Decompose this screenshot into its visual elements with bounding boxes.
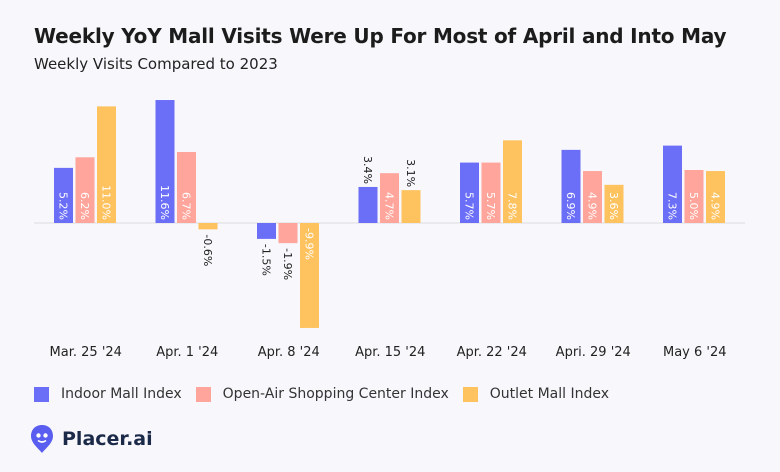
x-tick-label-4: Apr. 22 '24	[457, 345, 527, 360]
placer-pin-icon	[31, 425, 53, 453]
brand-name: Placer.ai	[62, 428, 153, 450]
bar-1-6	[684, 170, 704, 223]
bar-1-0	[75, 157, 95, 223]
data-label-2-3: 3.1%	[404, 159, 417, 187]
data-label-0-1: 11.6%	[158, 185, 171, 220]
legend-item-indoor: Indoor Mall Index	[34, 386, 182, 402]
legend-item-outlet: Outlet Mall Index	[462, 386, 610, 402]
bar-0-0	[54, 167, 73, 223]
data-label-0-6: 7.3%	[666, 192, 679, 220]
bar-2-4	[503, 140, 522, 223]
brand-logo: Placer.ai	[30, 424, 153, 454]
bar-0-3	[358, 186, 378, 223]
bar-1-5	[583, 171, 602, 223]
data-label-2-5: 3.6%	[607, 192, 620, 220]
data-label-1-2: -1.9%	[281, 248, 294, 280]
bar-2-0	[97, 106, 116, 223]
bar-0-2	[257, 223, 276, 239]
bar-1-1	[177, 151, 196, 223]
bar-0-5	[561, 149, 581, 223]
x-tick-label-3: Apr. 15 '24	[355, 345, 425, 360]
bar-2-2	[300, 223, 319, 328]
bar-1-3	[380, 173, 399, 223]
bar-2-1	[198, 223, 218, 230]
bar-1-2	[278, 223, 298, 244]
x-tick-label-0: Mar. 25 '24	[50, 345, 122, 360]
legend-swatch-outlet	[462, 386, 478, 402]
data-label-0-4: 5.7%	[463, 192, 476, 220]
chart-title: Weekly YoY Mall Visits Were Up For Most …	[34, 24, 727, 48]
bar-2-6	[706, 171, 725, 223]
bar-chart: 5.2% 6.2% 11.0% Mar. 25 '24 11.6% 6.7% -0.6% Ap…	[34, 100, 745, 360]
data-label-1-1: 6.7%	[180, 192, 193, 220]
bar-0-4	[460, 162, 479, 223]
legend: Indoor Mall Index Open-Air Shopping Cent…	[34, 386, 623, 402]
x-tick-label-5: Apri. 29 '24	[556, 345, 631, 360]
legend-item-open-air: Open-Air Shopping Center Index	[195, 386, 449, 402]
bar-0-1	[155, 100, 175, 223]
data-label-0-5: 6.9%	[564, 192, 577, 220]
legend-swatch-indoor	[34, 386, 49, 402]
data-label-1-0: 6.2%	[78, 192, 91, 220]
data-label-1-3: 4.7%	[383, 192, 396, 220]
bar-0-6	[663, 145, 682, 223]
data-label-0-3: 3.4%	[361, 156, 374, 184]
data-label-1-6: 5.0%	[687, 192, 700, 220]
legend-swatch-open-air	[195, 386, 211, 402]
chart-subtitle: Weekly Visits Compared to 2023	[34, 55, 278, 73]
bar-1-4	[481, 162, 501, 223]
data-label-0-0: 5.2%	[57, 192, 70, 220]
legend-label-outlet: Outlet Mall Index	[489, 386, 610, 402]
data-label-0-2: -1.5%	[260, 244, 273, 276]
legend-label-indoor: Indoor Mall Index	[61, 386, 182, 402]
data-label-2-4: 7.8%	[506, 192, 519, 220]
bar-2-3	[401, 190, 421, 223]
bar-2-5	[604, 184, 624, 223]
data-label-2-1: -0.6%	[201, 234, 214, 266]
x-tick-label-6: May 6 '24	[663, 345, 727, 360]
x-tick-label-2: Apr. 8 '24	[258, 345, 320, 360]
data-label-2-2: -9.9%	[303, 228, 316, 260]
x-tick-label-1: Apr. 1 '24	[156, 345, 218, 360]
legend-label-open-air: Open-Air Shopping Center Index	[222, 386, 449, 402]
data-label-2-0: 11.0%	[100, 185, 113, 220]
data-label-1-4: 5.7%	[484, 192, 497, 220]
data-label-1-5: 4.9%	[586, 192, 599, 220]
data-label-2-6: 4.9%	[709, 192, 722, 220]
